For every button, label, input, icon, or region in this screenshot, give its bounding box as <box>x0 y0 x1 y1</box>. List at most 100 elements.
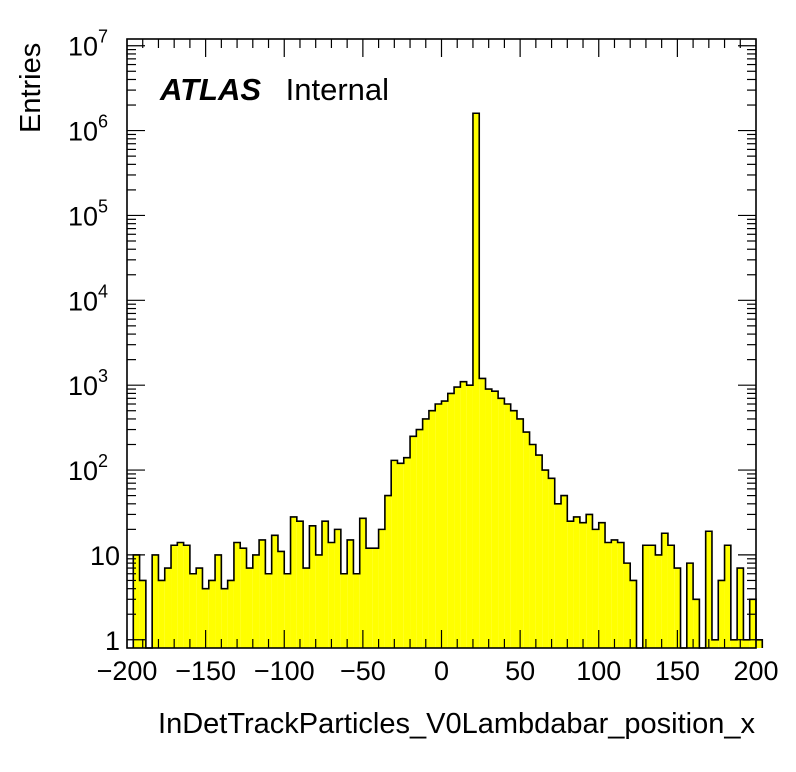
x-axis-title: InDetTrackParticles_V0Lambdabar_position… <box>158 708 755 740</box>
histogram-bar <box>340 573 348 648</box>
x-tick-labels: −200 −150 −100 −50 0 50 100 150 200 <box>97 656 779 686</box>
histogram-bar <box>366 548 373 648</box>
histogram-bar <box>202 588 209 648</box>
histogram-bar <box>485 389 492 648</box>
histogram-bar <box>447 393 455 648</box>
histogram-bar <box>315 554 322 648</box>
atlas-label-group: ATLAS Internal <box>159 72 389 107</box>
histogram-bar <box>737 568 744 648</box>
histogram-bar <box>441 401 448 648</box>
histogram-bar <box>674 568 681 648</box>
histogram-bar <box>491 391 499 648</box>
histogram-bar <box>422 418 429 648</box>
histogram-bar <box>171 545 178 648</box>
histogram-bar <box>504 404 511 648</box>
histogram-bar <box>686 563 694 648</box>
histogram-bar <box>605 542 612 648</box>
histogram-bar <box>579 522 587 648</box>
histogram-bar <box>259 539 266 648</box>
histogram-bar <box>309 525 316 648</box>
histogram-bar <box>353 573 360 648</box>
y-tick-label: 107 <box>68 27 108 62</box>
y-tick-label: 106 <box>68 112 108 147</box>
histogram-bar <box>152 554 159 648</box>
y-tick-label: 10 <box>90 541 120 571</box>
y-axis-title: Entries <box>15 43 47 133</box>
axis-ticks <box>126 39 757 648</box>
y-tick-label: 105 <box>68 196 108 231</box>
histogram-bar <box>724 545 731 648</box>
x-tick-label: −50 <box>340 656 386 686</box>
histogram-bar <box>529 444 536 648</box>
y-tick-labels: 1 10 102 103 104 105 106 107 <box>68 27 120 656</box>
histogram-bar <box>246 568 253 648</box>
histogram-bar <box>189 573 197 648</box>
histogram-bar <box>642 545 650 648</box>
histogram-bar <box>164 568 172 648</box>
histogram-bar <box>240 548 247 648</box>
histogram-bar <box>416 429 423 648</box>
histogram-bar <box>290 516 297 648</box>
histogram-bar <box>215 554 222 648</box>
histogram-bar <box>454 387 461 648</box>
histogram-bar <box>749 599 756 648</box>
histogram-bar <box>460 381 467 648</box>
histogram-bar <box>479 378 486 648</box>
y-tick-label: 1 <box>105 626 120 656</box>
histogram-bar <box>139 580 146 648</box>
histogram-bar <box>661 533 668 648</box>
histogram-bar <box>334 529 341 648</box>
histogram-outline <box>132 112 764 649</box>
x-tick-label: 150 <box>655 656 700 686</box>
histogram-bar <box>655 554 662 648</box>
histogram-bars <box>133 113 763 648</box>
x-tick-label: −200 <box>97 656 158 686</box>
histogram-bar <box>347 539 354 648</box>
histogram-bar <box>548 478 555 648</box>
y-tick-label: 102 <box>68 451 108 486</box>
atlas-label: ATLAS <box>159 72 261 107</box>
histogram-bar <box>516 418 524 648</box>
histogram-bar <box>303 568 310 648</box>
histogram-bar <box>252 554 260 648</box>
x-tick-label: 200 <box>733 656 778 686</box>
histogram-bar <box>743 639 750 648</box>
histogram-bar <box>233 542 241 648</box>
histogram-bar <box>466 385 473 648</box>
y-tick-label: 103 <box>68 366 108 401</box>
histogram-bar <box>133 554 140 648</box>
histogram-bar <box>472 113 480 648</box>
histogram-bar <box>567 521 574 648</box>
histogram-bar <box>403 457 411 648</box>
histogram-bar <box>391 460 398 648</box>
x-tick-label: −150 <box>175 656 236 686</box>
x-tick-label: −100 <box>254 656 315 686</box>
histogram-bar <box>208 580 216 648</box>
histogram-bar <box>718 580 725 648</box>
histogram-bar <box>705 531 712 648</box>
histogram-bar <box>397 463 404 648</box>
x-tick-label: 100 <box>576 656 621 686</box>
histogram-bar <box>711 639 719 648</box>
histogram-bar <box>359 518 367 648</box>
histogram-bar <box>221 588 228 648</box>
histogram-bar <box>158 580 165 648</box>
histogram-bar <box>227 580 234 648</box>
histogram-bar <box>523 432 530 648</box>
histogram-bar <box>277 551 285 648</box>
histogram-bar <box>296 521 304 648</box>
histogram-bar <box>284 573 291 648</box>
histogram-bar <box>271 535 278 648</box>
histogram-bar <box>623 563 631 648</box>
histogram-bar <box>667 545 675 648</box>
internal-label: Internal <box>286 72 389 107</box>
histogram-bar <box>196 568 203 648</box>
x-tick-label: 0 <box>434 656 449 686</box>
histogram-bar <box>535 455 543 648</box>
x-tick-label: 50 <box>505 656 535 686</box>
histogram-bar <box>410 436 417 648</box>
histogram-bar <box>611 539 618 648</box>
histogram-bar <box>756 639 763 648</box>
histogram-bar <box>630 580 637 648</box>
histogram-bar <box>649 545 656 648</box>
